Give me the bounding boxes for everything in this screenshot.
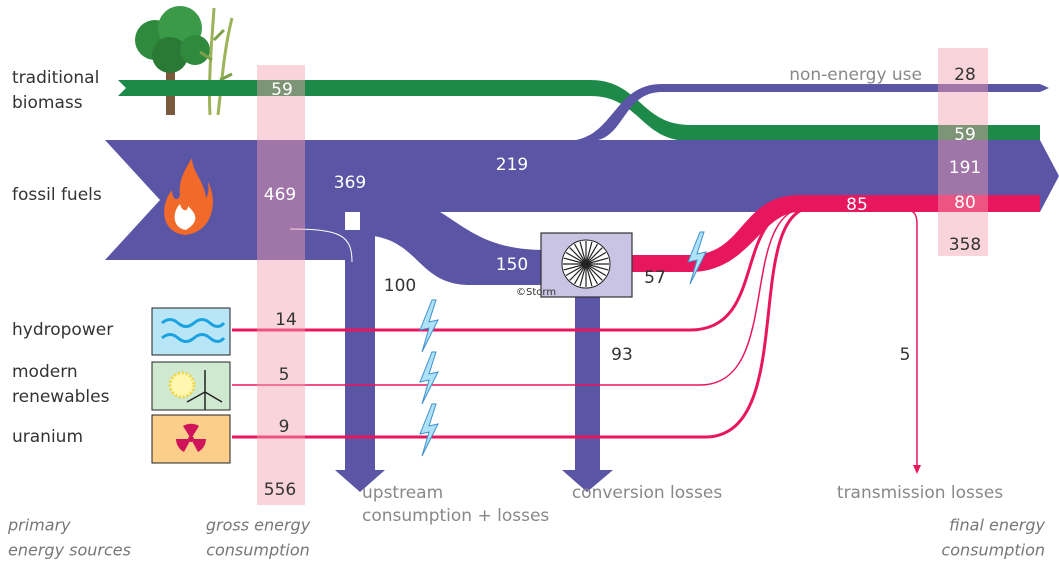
value: 5 <box>279 365 290 385</box>
value: 28 <box>954 65 976 85</box>
turbine-blade <box>585 241 593 265</box>
turbine-blade <box>565 251 587 265</box>
flame-icon <box>164 158 213 235</box>
power-plant-flow <box>360 190 545 285</box>
hydro-icon <box>151 307 231 356</box>
biomass-flow <box>118 80 1040 141</box>
non-energy-flow <box>565 84 1049 141</box>
sink-label: non-energy use <box>789 65 922 85</box>
lightning <box>687 231 707 285</box>
value: 150 <box>496 255 528 275</box>
source-label: hydropower <box>12 320 113 340</box>
credit: ©Storm <box>516 287 556 298</box>
turbine-blade <box>585 263 609 271</box>
source-label: uranium <box>12 427 83 447</box>
value: 85 <box>846 195 868 215</box>
sink-label: consumption + losses <box>362 506 549 526</box>
turbine-blade <box>573 263 587 285</box>
column-label: energy sources <box>8 541 131 560</box>
turbine-blade <box>563 263 587 271</box>
column-label: consumption <box>941 541 1045 560</box>
renewables-icon <box>151 361 231 411</box>
source-label: renewables <box>12 387 110 407</box>
value: 556 <box>264 480 296 500</box>
labels: traditional biomass fossil fuels hydropo… <box>7 65 1046 560</box>
sink-label: transmission losses <box>837 483 1003 503</box>
value: 469 <box>264 185 296 205</box>
turbine-blade <box>573 243 587 265</box>
turbine-blade <box>565 263 587 277</box>
sink-label: conversion losses <box>572 483 722 503</box>
source-label: traditional <box>12 68 99 88</box>
turbine-blade <box>585 263 593 287</box>
turbine-blade <box>585 263 607 277</box>
turbine-blade <box>563 257 587 265</box>
lightning <box>419 403 439 457</box>
column-label: gross energy <box>206 516 311 535</box>
source-label: fossil fuels <box>12 185 102 205</box>
turbine-icon <box>561 239 611 289</box>
value: 57 <box>644 268 666 288</box>
upstream-flow <box>335 230 385 492</box>
value: 100 <box>384 276 416 296</box>
value: 369 <box>334 173 366 193</box>
gross-column <box>257 65 305 505</box>
turbine-blade <box>585 243 599 265</box>
final-column <box>938 48 988 256</box>
value: 5 <box>900 345 911 365</box>
column-label: final energy <box>949 516 1045 535</box>
upstream-edge <box>289 228 353 263</box>
column-label: consumption <box>206 541 310 560</box>
sink-label: upstream <box>362 483 443 503</box>
conversion-flow <box>562 295 613 492</box>
biomass-icon <box>135 6 234 116</box>
transmission-arrow <box>913 465 921 474</box>
turbine-blade <box>579 241 587 265</box>
value: 9 <box>279 417 290 437</box>
turbine-blade <box>569 247 587 265</box>
value: 358 <box>949 235 981 255</box>
column-label: primary <box>7 516 71 535</box>
uranium-icon <box>151 414 231 464</box>
transmission-flow <box>840 209 918 466</box>
turbine-blade <box>569 263 587 281</box>
hydro-flow <box>232 205 806 332</box>
renewables-flow <box>232 206 811 386</box>
lightning <box>419 351 439 405</box>
value: 80 <box>954 193 976 213</box>
value: 219 <box>496 155 528 175</box>
value: 14 <box>275 310 297 330</box>
value: 191 <box>949 158 981 178</box>
source-label: modern <box>12 362 78 382</box>
turbine-blade <box>585 257 609 265</box>
turbine-blade <box>585 247 603 265</box>
turbine-blade <box>579 263 587 287</box>
value: 93 <box>611 345 633 365</box>
turbine-blade <box>585 251 607 265</box>
lightning <box>419 299 439 353</box>
electricity-flow <box>630 195 1040 272</box>
value: 59 <box>271 80 293 100</box>
value: 59 <box>954 125 976 145</box>
uranium-flow <box>232 205 816 439</box>
turbine-blade <box>585 263 599 285</box>
turbine-blade <box>585 263 603 281</box>
source-label: biomass <box>12 93 83 113</box>
